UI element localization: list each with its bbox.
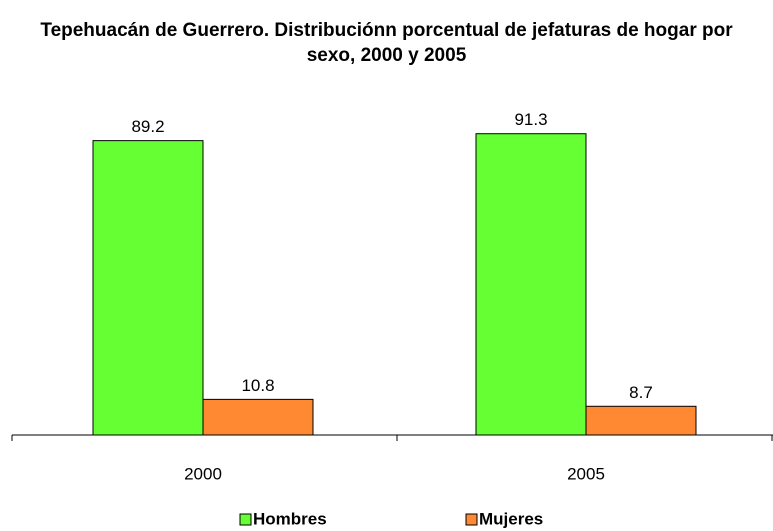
bar — [475, 133, 587, 436]
bar — [202, 398, 314, 436]
x-tick-label: 2005 — [567, 464, 605, 483]
bar — [92, 140, 204, 436]
legend-label: Mujeres — [479, 509, 543, 528]
legend-label: Hombres — [253, 509, 327, 528]
bar — [585, 405, 697, 436]
x-tick-label: 2000 — [184, 464, 222, 483]
value-label: 8.7 — [629, 383, 653, 402]
legend-swatch — [239, 513, 252, 526]
value-label: 91.3 — [514, 110, 547, 129]
chart-title: Tepehuacán de Guerrero. Distribuciónn po… — [40, 20, 733, 66]
value-label: 10.8 — [241, 376, 274, 395]
legend-swatch — [465, 513, 478, 526]
value-label: 89.2 — [131, 117, 164, 136]
